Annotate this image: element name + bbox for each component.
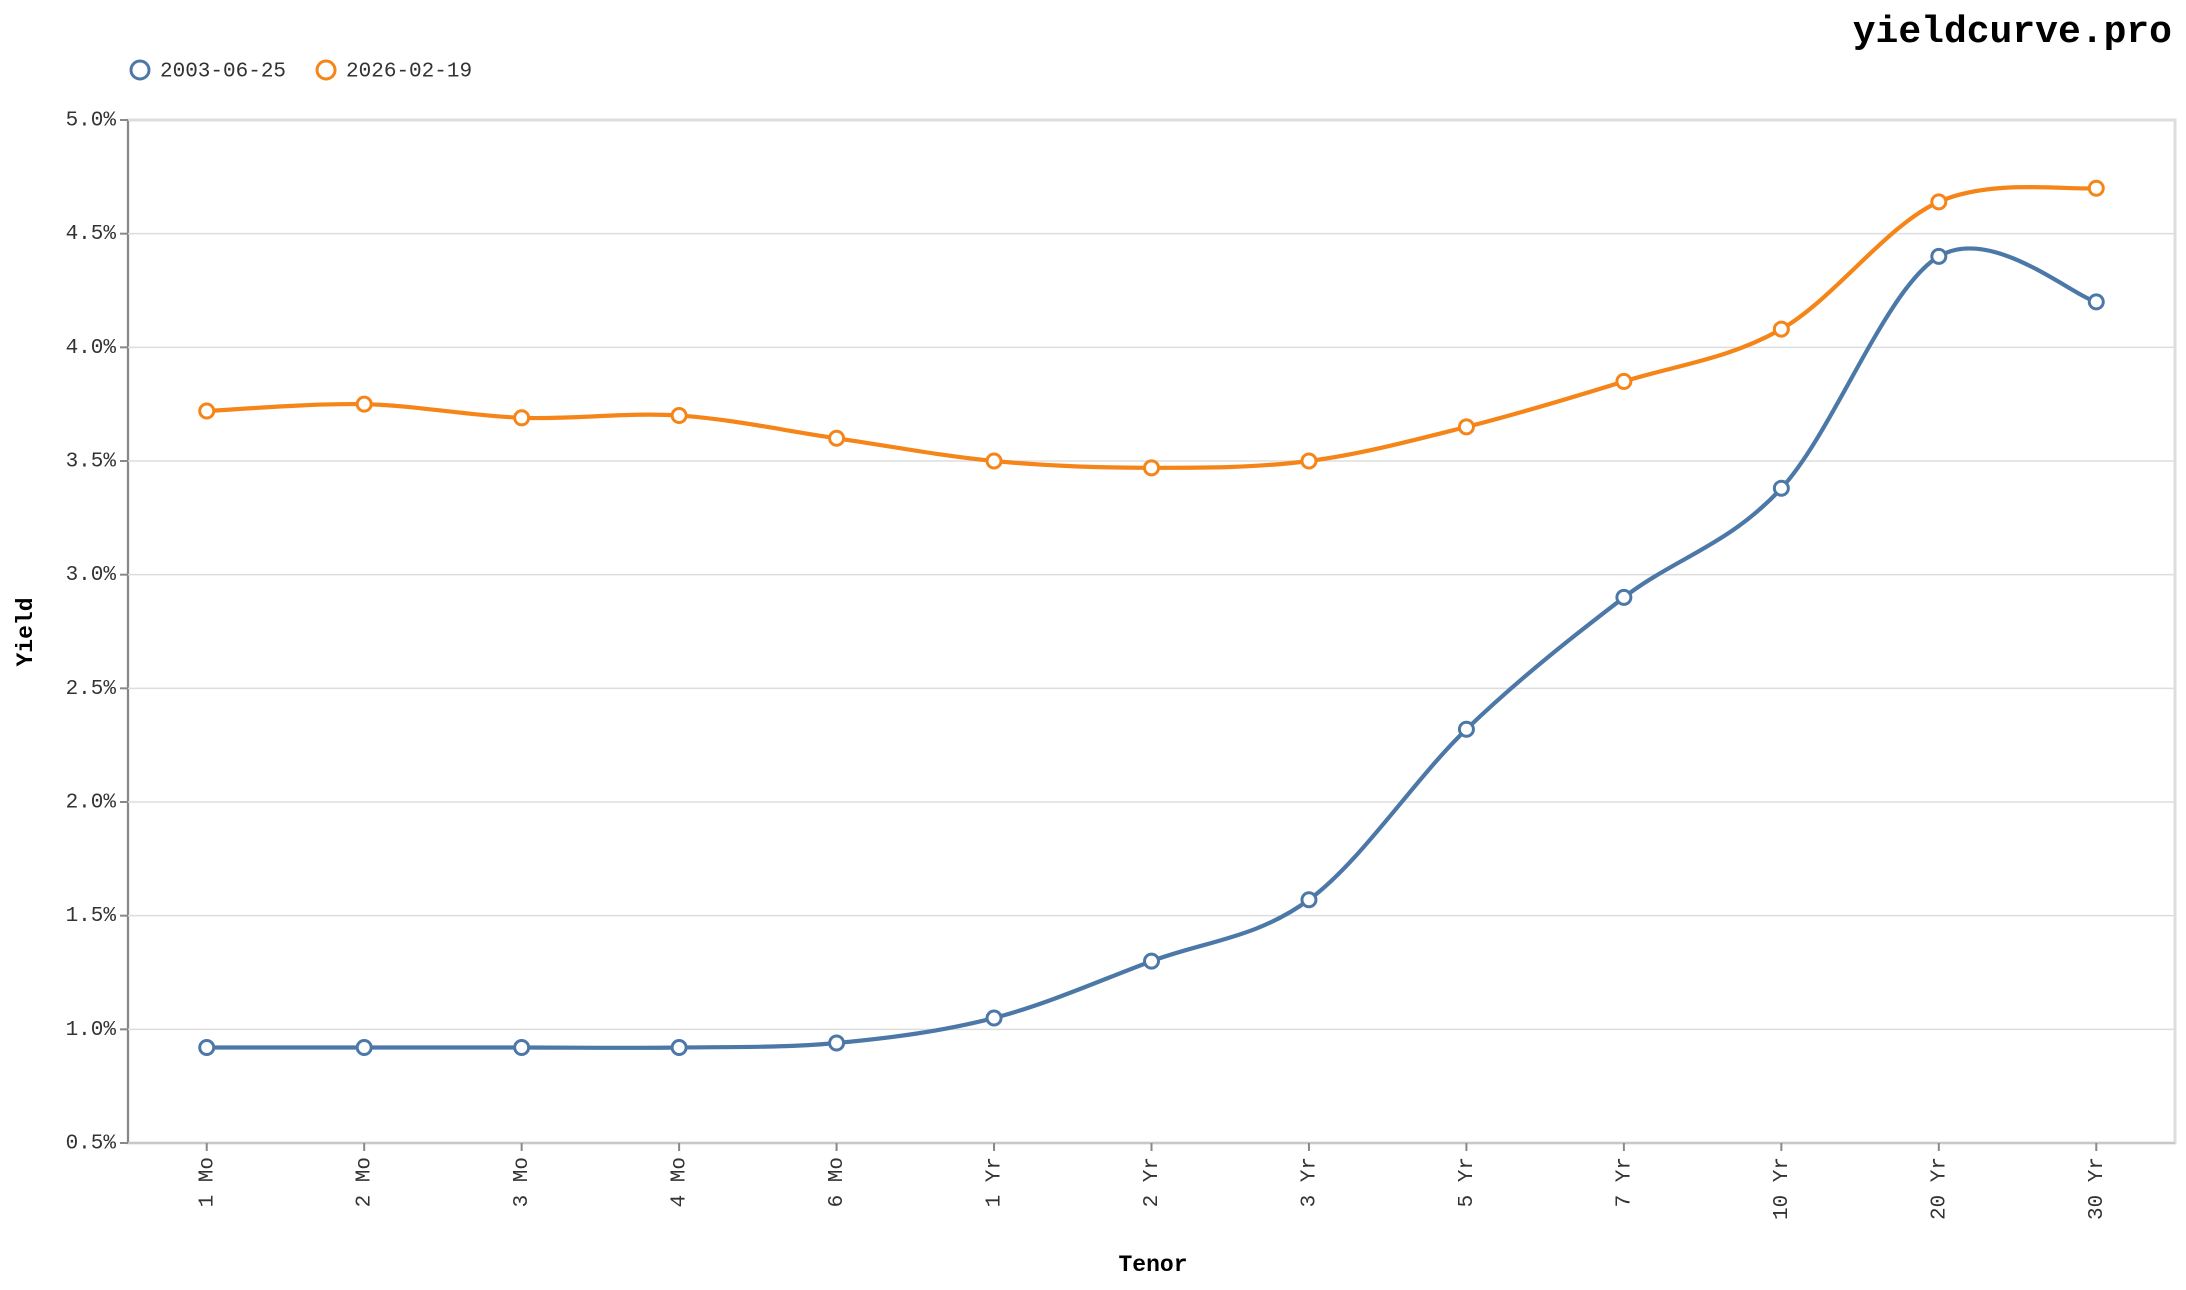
point [1615,372,1633,390]
x-tick-label: 6 Mo [826,1157,849,1207]
x-tick-label: 1 Mo [196,1157,219,1207]
x-tick-label: 2 Yr [1141,1157,1164,1207]
point [2087,179,2105,197]
y-tick-label: 2.0% [66,792,117,815]
y-tick-label: 4.5% [66,223,117,246]
watermark: yieldcurve.pro [1853,11,2172,54]
point [1143,952,1160,970]
point [355,395,373,413]
x-tick-label: 5 Yr [1456,1157,1479,1207]
y-tick-label: 3.0% [66,564,117,587]
series-line [206,246,2097,1050]
point [198,1039,216,1057]
plot-frame [126,118,2177,1145]
x-tick-label: 4 Mo [669,1157,692,1207]
y-axis-title: Yield [13,597,39,666]
y-tick-label: 2.5% [66,678,117,701]
x-tick-label: 1 Yr [984,1157,1007,1207]
x-tick-label: 7 Yr [1613,1157,1636,1207]
x-tick-label: 20 Yr [1928,1157,1951,1220]
point [985,452,1003,470]
y-tick-label: 1.5% [66,905,117,928]
point [1457,418,1475,436]
point [1772,320,1790,338]
x-tick-label: 30 Yr [2086,1157,2109,1220]
y-tick-label: 3.5% [66,451,117,474]
point [1300,891,1318,909]
point [1930,247,1948,265]
point [513,409,531,427]
point [355,1039,373,1057]
y-tick-label: 4.0% [66,337,117,360]
y-tick-label: 0.5% [66,1133,117,1156]
point [670,1039,688,1057]
point [985,1009,1003,1027]
x-tick-label: 3 Yr [1299,1157,1322,1207]
point [1143,459,1160,477]
x-axis-title: Tenor [1118,1252,1187,1278]
legend-label: 2003-06-25 [160,61,286,84]
x-tick-label: 10 Yr [1771,1157,1794,1220]
x-tick-label: 3 Mo [511,1157,534,1207]
x-tick-label: 2 Mo [354,1157,377,1207]
legend-label: 2026-02-19 [346,61,472,84]
point [1772,479,1790,497]
point [828,429,846,447]
point [2087,293,2105,311]
point [1615,588,1633,606]
point [1300,452,1318,470]
point [1930,193,1948,211]
series-line [206,184,2097,470]
point [828,1034,846,1052]
point [670,407,688,425]
y-tick-label: 5.0% [66,110,117,133]
point [1457,720,1475,738]
y-tick-label: 1.0% [66,1019,117,1042]
legend-symbol [129,59,151,81]
point [198,402,216,420]
legend-symbol [315,59,337,81]
point [513,1039,531,1057]
